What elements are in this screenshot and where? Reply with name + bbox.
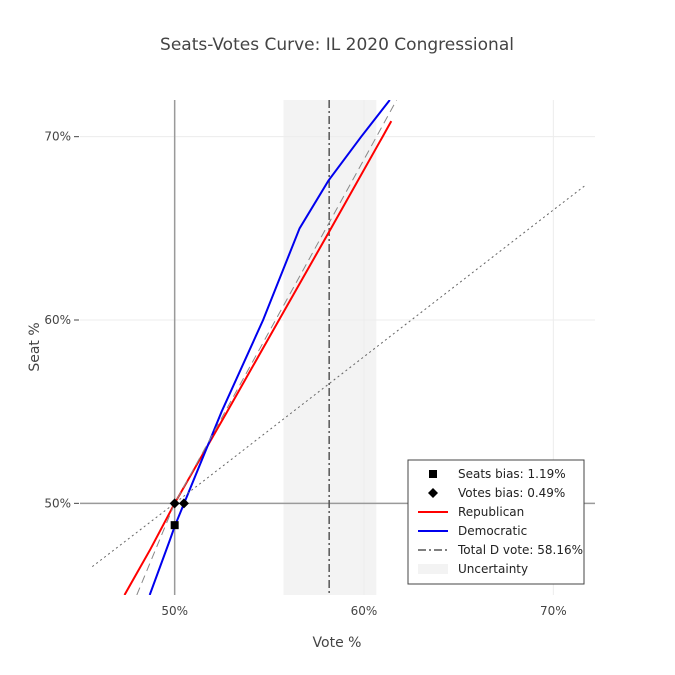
symmetry-reference-line <box>136 100 398 595</box>
legend-symbol-uncertainty <box>418 564 448 574</box>
legend: Seats bias: 1.19% Votes bias: 0.49% Republ… <box>407 459 585 585</box>
y-tick-label: 60% <box>44 313 71 327</box>
legend-label-seats-bias-1-19: Seats bias: 1.19% <box>458 467 566 481</box>
legend-symbol-seats-bias-1-19 <box>429 470 437 478</box>
legend-label-uncertainty: Uncertainty <box>458 562 528 576</box>
legend-label-republican: Republican <box>458 505 524 519</box>
votes-bias-marker <box>169 498 180 509</box>
republican-curve <box>123 120 393 595</box>
x-tick-label: 50% <box>161 604 188 618</box>
legend-label-votes-bias-0-49: Votes bias: 0.49% <box>458 486 565 500</box>
legend-box <box>407 459 585 585</box>
x-tick-label: 70% <box>540 604 567 618</box>
chart-title: Seats-Votes Curve: IL 2020 Congressional <box>160 35 514 55</box>
y-tick-label: 70% <box>44 130 71 144</box>
x-axis-title: Vote % <box>313 635 362 651</box>
plot-area: 50% 60% 70% 50% 60% 70% <box>44 100 595 618</box>
legend-symbol-votes-bias-0-49 <box>428 488 438 498</box>
y-tick-label: 50% <box>44 496 71 510</box>
uncertainty-band <box>283 100 377 595</box>
votes-bias-marker <box>178 498 189 509</box>
y-axis-title: Seat % <box>27 322 43 371</box>
proportional-reference-line <box>91 185 586 567</box>
x-tick-label: 60% <box>351 604 378 618</box>
seats-bias-marker <box>170 521 179 530</box>
democratic-curve <box>148 100 391 595</box>
legend-label-democratic: Democratic <box>458 524 527 538</box>
legend-label-total-d-vote-58-16: Total D vote: 58.16% <box>457 543 583 557</box>
